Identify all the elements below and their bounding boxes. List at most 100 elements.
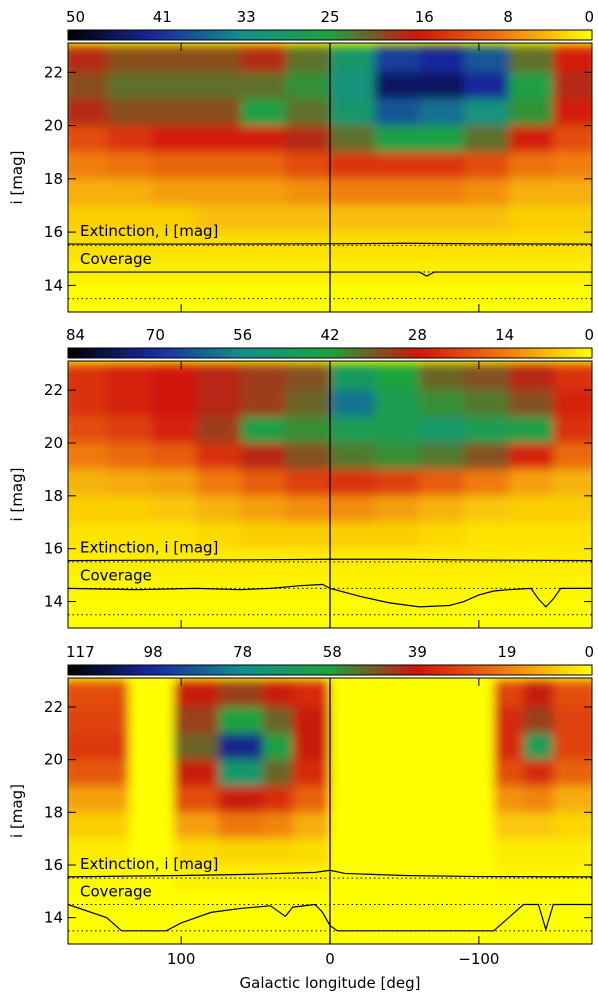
heatmap-cell xyxy=(218,864,264,892)
heatmap-cell xyxy=(292,785,331,813)
heatmap-cell xyxy=(68,812,130,840)
heatmap-cell xyxy=(508,390,554,418)
heatmap-cell xyxy=(285,205,331,233)
heatmap-cell xyxy=(493,812,525,840)
heatmap-cell xyxy=(68,759,130,787)
heatmap-cell xyxy=(508,469,554,497)
heatmap-cell xyxy=(463,495,510,523)
heatmap-cell xyxy=(508,178,554,206)
heatmap-cell xyxy=(68,680,130,708)
heatmap-cell xyxy=(330,759,495,787)
y-axis-label: i [mag] xyxy=(8,151,26,205)
heatmap-cell xyxy=(68,45,108,73)
heatmap-cell xyxy=(240,495,286,523)
heatmap-cell xyxy=(218,917,264,944)
heatmap-cell xyxy=(508,205,554,233)
heatmap-cell xyxy=(553,785,592,813)
heatmap-cell xyxy=(553,469,592,497)
y-tick-label: 14 xyxy=(44,276,63,294)
heatmap-cell xyxy=(553,45,592,73)
heatmap-cell xyxy=(508,125,554,153)
heatmap-cell xyxy=(463,390,510,418)
heatmap-cell xyxy=(374,469,420,497)
heatmap-cell xyxy=(218,733,264,761)
heatmap-cell xyxy=(330,706,495,734)
heatmap-cell xyxy=(240,469,286,497)
heatmap-cell xyxy=(330,125,376,153)
heatmap-cell xyxy=(196,495,242,523)
heatmap-cell xyxy=(553,416,592,444)
colorbar-tick-label: 58 xyxy=(323,643,342,661)
heatmap-cell xyxy=(330,785,495,813)
y-tick-label: 20 xyxy=(44,117,63,135)
heatmap-cell xyxy=(330,522,376,550)
heatmap-cell xyxy=(285,442,331,470)
heatmap-cell xyxy=(419,98,465,127)
heatmap-cell xyxy=(263,785,294,813)
heatmap-cell xyxy=(419,72,465,100)
y-axis-label: i [mag] xyxy=(8,784,26,838)
heatmap-cell xyxy=(463,72,510,100)
heatmap-cell xyxy=(196,416,242,444)
heatmap-cell xyxy=(68,416,108,444)
heatmap-cell xyxy=(493,680,525,708)
heatmap-cell xyxy=(330,442,376,470)
heatmap-cell xyxy=(285,125,331,153)
heatmap-cell xyxy=(240,152,286,180)
heatmap-cell xyxy=(553,72,592,100)
y-tick-label: 20 xyxy=(44,751,63,769)
heatmap-cell xyxy=(419,442,465,470)
heatmap-cell xyxy=(263,706,294,734)
heatmap-cell xyxy=(68,390,108,418)
heatmap-cell xyxy=(553,495,592,523)
heatmap-cell xyxy=(68,522,108,550)
heatmap-cell xyxy=(523,812,554,840)
heatmap-cell xyxy=(285,416,331,444)
heatmap-cell xyxy=(68,706,130,734)
heatmap-cell xyxy=(553,98,592,127)
heatmap-cell xyxy=(419,495,465,523)
heatmap-cell xyxy=(129,759,175,787)
heatmap-cell xyxy=(263,917,294,944)
heatmap-cell xyxy=(68,363,108,391)
heatmap-cell xyxy=(523,864,554,892)
heatmap-cell xyxy=(374,178,420,206)
heatmap-cell xyxy=(68,838,130,866)
heatmap-cell xyxy=(330,416,376,444)
heatmap-cell xyxy=(292,759,331,787)
heatmap-cell xyxy=(330,390,376,418)
heatmap-cell xyxy=(263,838,294,866)
heatmap-cell xyxy=(330,469,376,497)
colorbar-tick-label: 98 xyxy=(144,643,163,661)
heatmap-cell xyxy=(106,495,152,523)
heatmap-cell xyxy=(240,178,286,206)
heatmap-cell xyxy=(419,178,465,206)
heatmap-cell xyxy=(173,733,219,761)
heatmap-cell xyxy=(374,45,420,73)
heatmap-cell xyxy=(285,45,331,73)
heatmap-cell xyxy=(508,285,554,312)
heatmap-cell xyxy=(330,178,376,206)
heatmap-cell xyxy=(553,152,592,180)
colorbar-tick-label: 39 xyxy=(408,643,427,661)
heatmap-cells xyxy=(68,680,592,944)
heatmap xyxy=(68,680,592,944)
heatmap-cell xyxy=(218,838,264,866)
heatmap-cell xyxy=(508,522,554,550)
heatmap-cell xyxy=(196,178,242,206)
heatmap-cell xyxy=(374,205,420,233)
heatmap-cell xyxy=(263,864,294,892)
colorbar-tick-label: 70 xyxy=(146,326,165,344)
heatmap-cell xyxy=(196,72,242,100)
series-label: Extinction, i [mag] xyxy=(80,855,218,873)
colorbar-tick-label: 84 xyxy=(66,326,85,344)
heatmap-cell xyxy=(240,416,286,444)
y-tick-label: 16 xyxy=(44,856,63,874)
colorbar-tick-label: 117 xyxy=(66,643,95,661)
heatmap-cell xyxy=(240,363,286,391)
heatmap-cell xyxy=(129,838,175,866)
heatmap-cell xyxy=(330,838,495,866)
colorbar-tick-label: 16 xyxy=(415,8,434,26)
heatmap-cell xyxy=(374,125,420,153)
